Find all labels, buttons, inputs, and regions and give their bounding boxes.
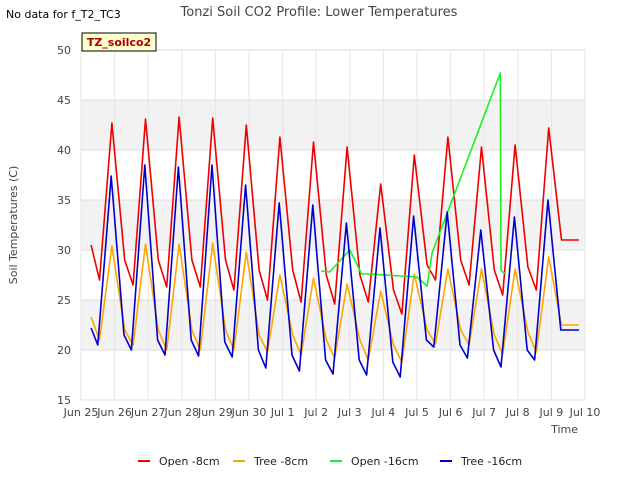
x-tick-label: Jul 6 [438, 406, 463, 419]
y-tick-label: 45 [57, 94, 71, 107]
x-tick-label: Jul 4 [371, 406, 396, 419]
x-tick-label: Jul 5 [404, 406, 429, 419]
x-tick-label: Jun 27 [130, 406, 166, 419]
y-tick-label: 25 [57, 294, 71, 307]
x-tick-label: Jul 10 [569, 406, 601, 419]
y-axis-label: Soil Temperatures (C) [7, 166, 20, 285]
x-axis-label: Time [550, 423, 578, 436]
y-tick-label: 50 [57, 44, 71, 57]
x-tick-label: Jul 7 [471, 406, 496, 419]
legend-label-tree-16cm: Tree -16cm [460, 455, 522, 468]
x-tick-label: Jun 29 [197, 406, 233, 419]
y-tick-label: 15 [57, 394, 71, 407]
x-tick-label: Jun 26 [96, 406, 132, 419]
legend-label-open-16cm: Open -16cm [351, 455, 419, 468]
plot-background [81, 50, 585, 400]
x-tick-label: Jul 3 [337, 406, 362, 419]
x-tick-label: Jul 2 [303, 406, 328, 419]
series-line-tree-16cm [90, 164, 579, 378]
y-axis-ticks: 15 20 25 30 35 40 45 50 [57, 44, 71, 407]
y-tick-label: 20 [57, 344, 71, 357]
x-tick-label: Jul 8 [505, 406, 530, 419]
background-band [81, 300, 585, 350]
series-layer [90, 72, 579, 378]
y-tick-label: 30 [57, 244, 71, 257]
x-tick-label: Jul 1 [270, 406, 295, 419]
x-tick-label: Jul 9 [539, 406, 564, 419]
site-tag-label: TZ_soilco2 [87, 36, 151, 49]
y-tick-label: 40 [57, 144, 71, 157]
series-line-open-8cm [90, 116, 579, 315]
legend-label-open-8cm: Open -8cm [159, 455, 220, 468]
series-line-open-16cm [321, 72, 507, 287]
x-tick-label: Jun 28 [163, 406, 199, 419]
legend: Open -8cm Tree -8cm Open -16cm Tree -16cm [138, 455, 522, 468]
x-tick-label: Jun 25 [63, 406, 99, 419]
no-data-message: No data for f_T2_TC3 [6, 8, 121, 21]
site-tag-box [81, 32, 157, 52]
chart-title: Tonzi Soil CO2 Profile: Lower Temperatur… [180, 5, 458, 20]
y-tick-label: 35 [57, 194, 71, 207]
x-tick-label: Jun 30 [231, 406, 267, 419]
legend-label-tree-8cm: Tree -8cm [253, 455, 308, 468]
site-tag: TZ_soilco2 [81, 32, 157, 52]
background-band [81, 100, 585, 150]
